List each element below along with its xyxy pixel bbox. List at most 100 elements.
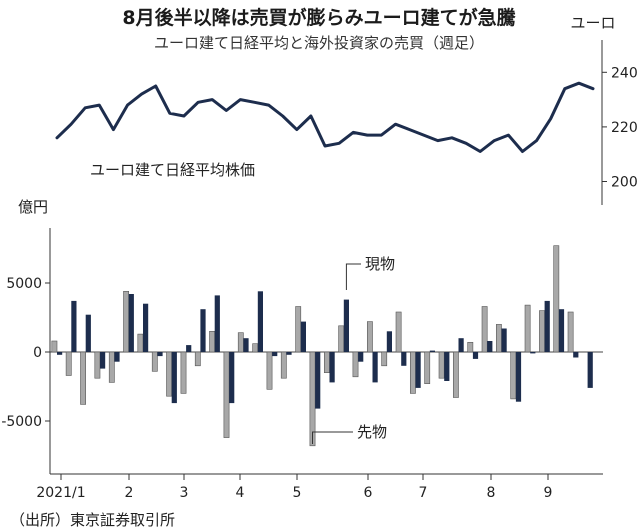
bar-futures	[409, 351, 416, 394]
bar-x-tick-label: 8	[487, 485, 496, 501]
bar-x-tick-label: 2021/1	[36, 485, 85, 501]
bar-futures	[194, 351, 201, 367]
bar-spot	[71, 300, 77, 352]
bar-x-tick-label: 2	[125, 485, 134, 501]
bar-futures	[280, 351, 287, 379]
bar-futures	[366, 321, 373, 353]
bar-spot	[272, 352, 278, 357]
line-y-tick-label: 240	[611, 65, 638, 81]
bar-x-tick-label: 7	[419, 485, 428, 501]
bar-spot	[358, 352, 364, 362]
bar-futures	[481, 306, 488, 353]
bar-spot	[214, 295, 220, 352]
bar-spot	[257, 291, 263, 352]
spot-leader-line	[345, 263, 361, 290]
bar-y-tick-label: 0	[33, 345, 42, 361]
bar-spot	[458, 338, 464, 352]
bar-spot	[444, 352, 450, 381]
line-series-path	[55, 81, 595, 153]
bar-spot	[558, 309, 565, 352]
bar-spot	[386, 331, 392, 352]
bar-futures	[252, 343, 259, 353]
bar-futures	[65, 351, 72, 376]
bar-spot	[530, 352, 536, 354]
bar-futures	[352, 351, 359, 378]
bar-futures	[495, 324, 502, 353]
bar-y-tick-label: 5000	[6, 276, 42, 292]
bar-spot	[544, 300, 550, 352]
bar-spot	[501, 328, 507, 352]
bar-spot	[243, 338, 249, 352]
bar-futures	[266, 351, 273, 390]
bar-y-tick-label: -5000	[1, 414, 42, 430]
bar-futures	[553, 245, 560, 353]
bar-futures	[151, 351, 158, 372]
line-y-axis-unit: ユーロ	[570, 14, 615, 32]
bar-spot	[372, 352, 378, 383]
bar-spot	[128, 294, 134, 352]
bar-futures	[395, 311, 402, 353]
bar-x-tick-label: 3	[180, 485, 189, 501]
bar-futures	[223, 351, 230, 438]
bar-futures	[524, 304, 531, 353]
bar-spot	[401, 352, 407, 366]
bar-futures	[438, 351, 445, 379]
bar-futures	[166, 351, 172, 397]
bar-spot	[143, 303, 149, 352]
bar-spot	[57, 352, 63, 355]
bar-spot	[573, 352, 579, 358]
chart-subtitle: ユーロ建て日経平均と海外投資家の売買（週足）	[154, 34, 484, 52]
bar-spot	[85, 314, 91, 352]
bar-spot	[472, 352, 479, 359]
bar-spot	[186, 345, 192, 352]
bar-futures	[510, 351, 517, 400]
bar-spot	[100, 352, 106, 369]
bar-x-tick-label: 6	[364, 485, 373, 501]
bar-futures	[295, 306, 302, 353]
bar-futures	[209, 330, 215, 353]
bar-futures	[381, 351, 388, 367]
futures-series-label: 先物	[357, 423, 387, 441]
line-y-tick-label: 220	[611, 120, 638, 136]
bar-spot	[171, 352, 177, 404]
bar-spot	[415, 352, 421, 388]
bar-spot	[114, 352, 120, 362]
bar-futures	[137, 333, 144, 353]
bar-spot	[315, 352, 321, 409]
bar-x-tick-label: 9	[544, 485, 553, 501]
bar-futures	[237, 332, 244, 353]
bar-futures	[338, 325, 345, 353]
line-series-label: ユーロ建て日経平均株価	[90, 161, 255, 179]
bar-futures	[467, 341, 474, 353]
bar-spot	[157, 352, 163, 357]
bar-futures	[323, 351, 330, 374]
bar-spot	[587, 352, 593, 388]
bar-spot	[343, 299, 349, 352]
bar-futures	[180, 351, 187, 394]
bar-x-tick-label: 5	[293, 485, 302, 501]
bar-futures	[108, 351, 115, 383]
bar-futures	[452, 351, 459, 398]
bar-futures	[80, 351, 86, 405]
spot-series-label: 現物	[365, 255, 395, 273]
bar-spot	[515, 352, 522, 402]
futures-leader-line	[312, 431, 353, 444]
bar-futures	[424, 351, 431, 385]
bar-spot	[286, 352, 292, 355]
bar-futures	[539, 310, 545, 353]
bar-futures	[567, 311, 574, 353]
bar-futures	[94, 351, 101, 379]
chart-title: 8月後半以降は売買が膨らみユーロ建てが急騰	[122, 6, 516, 29]
line-y-tick-label: 200	[611, 175, 638, 191]
bar-spot	[429, 350, 435, 352]
bar-x-tick-label: 4	[236, 485, 245, 501]
bar-spot	[300, 321, 306, 352]
bar-spot	[329, 352, 335, 383]
bar-spot	[200, 309, 206, 352]
bar-spot	[229, 352, 235, 404]
bar-futures	[123, 290, 129, 353]
bar-futures	[51, 340, 58, 353]
bar-y-axis-unit: 億円	[18, 198, 48, 216]
